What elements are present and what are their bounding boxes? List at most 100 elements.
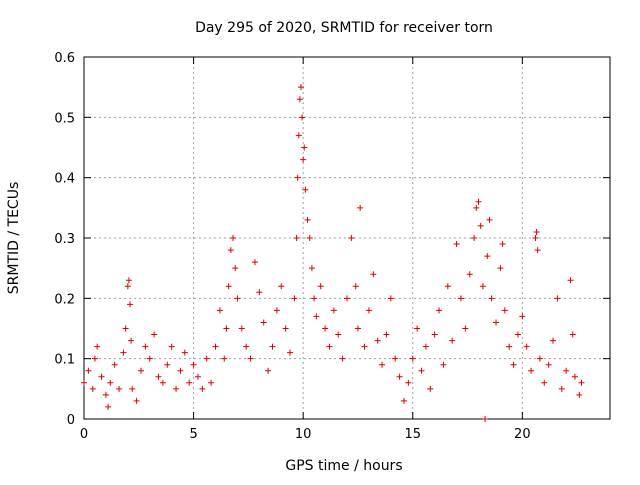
data-point bbox=[98, 373, 105, 380]
data-point bbox=[493, 319, 500, 326]
data-point bbox=[528, 367, 535, 374]
data-point bbox=[473, 204, 480, 211]
data-point bbox=[234, 295, 241, 302]
data-point bbox=[296, 96, 303, 103]
data-point bbox=[311, 295, 318, 302]
data-point bbox=[534, 247, 541, 254]
data-point bbox=[91, 355, 98, 362]
data-point bbox=[287, 349, 294, 356]
data-point bbox=[177, 367, 184, 374]
data-point bbox=[457, 295, 464, 302]
data-point bbox=[102, 391, 109, 398]
data-point bbox=[453, 241, 460, 248]
data-point bbox=[499, 241, 506, 248]
data-point bbox=[317, 283, 324, 290]
data-point bbox=[216, 307, 223, 314]
data-point bbox=[120, 349, 127, 356]
data-point bbox=[124, 283, 131, 290]
y-axis-ticks: 0 0.1 0.2 0.3 0.4 0.5 0.6 bbox=[54, 51, 610, 428]
data-point bbox=[486, 216, 493, 223]
data-point bbox=[506, 343, 513, 350]
data-point bbox=[155, 373, 162, 380]
data-point bbox=[89, 385, 96, 392]
data-point bbox=[370, 271, 377, 278]
data-point bbox=[107, 379, 114, 386]
x-tick-label: 15 bbox=[404, 427, 421, 442]
data-point bbox=[238, 325, 245, 332]
data-point bbox=[225, 283, 232, 290]
y-tick-label: 0 bbox=[67, 413, 75, 428]
data-point bbox=[348, 235, 355, 241]
x-axis-title: GPS time / hours bbox=[285, 458, 402, 474]
data-point bbox=[400, 397, 407, 404]
data-point bbox=[576, 391, 583, 398]
data-point bbox=[354, 325, 361, 332]
y-axis-title: SRMTID / TECUs bbox=[6, 182, 22, 295]
data-point bbox=[488, 295, 495, 302]
data-point bbox=[533, 228, 540, 235]
x-tick-label: 10 bbox=[295, 427, 312, 442]
data-point bbox=[541, 379, 548, 386]
data-point bbox=[475, 198, 482, 205]
data-point bbox=[122, 325, 129, 332]
data-point bbox=[199, 385, 206, 392]
data-point bbox=[300, 156, 307, 163]
data-point bbox=[567, 277, 574, 284]
data-point bbox=[127, 301, 134, 308]
data-point bbox=[466, 271, 473, 278]
plot-frame bbox=[83, 56, 611, 420]
data-point bbox=[294, 174, 301, 181]
data-point bbox=[361, 343, 368, 350]
y-tick-label: 0.5 bbox=[54, 111, 75, 126]
data-point bbox=[578, 379, 585, 386]
data-point bbox=[357, 204, 364, 211]
data-point bbox=[477, 222, 484, 229]
data-point bbox=[168, 343, 175, 350]
data-point bbox=[550, 337, 557, 344]
data-points bbox=[81, 84, 585, 422]
data-point bbox=[444, 283, 451, 290]
data-point bbox=[558, 385, 565, 392]
data-point bbox=[133, 397, 140, 404]
data-point bbox=[387, 295, 394, 302]
data-point bbox=[365, 307, 372, 314]
data-point bbox=[299, 114, 306, 121]
chart-title: Day 295 of 2020, SRMTID for receiver tor… bbox=[195, 20, 493, 36]
data-point bbox=[302, 186, 309, 193]
data-point bbox=[232, 265, 239, 272]
data-point bbox=[137, 367, 144, 374]
data-point bbox=[344, 295, 350, 302]
data-point bbox=[125, 277, 132, 284]
data-point bbox=[208, 379, 215, 386]
data-point bbox=[427, 385, 434, 392]
data-point bbox=[186, 379, 193, 386]
data-point bbox=[431, 331, 438, 338]
data-point bbox=[523, 343, 530, 350]
data-point bbox=[128, 337, 135, 344]
data-point bbox=[306, 235, 313, 241]
data-point bbox=[418, 367, 425, 374]
data-point bbox=[501, 307, 508, 314]
data-point bbox=[111, 361, 118, 368]
data-point bbox=[414, 325, 421, 332]
data-point bbox=[129, 385, 136, 392]
data-point bbox=[436, 307, 443, 314]
data-point bbox=[514, 331, 521, 338]
data-point bbox=[569, 331, 576, 338]
data-point bbox=[396, 373, 403, 380]
data-point bbox=[449, 337, 456, 344]
data-point bbox=[352, 283, 359, 290]
data-point bbox=[164, 361, 171, 368]
data-point bbox=[383, 331, 390, 338]
data-point bbox=[545, 361, 552, 368]
data-point bbox=[85, 367, 92, 374]
data-point bbox=[247, 355, 254, 362]
data-point bbox=[151, 331, 158, 338]
data-point bbox=[227, 247, 234, 254]
x-tick-label: 20 bbox=[514, 427, 531, 442]
data-point bbox=[297, 84, 304, 91]
y-tick-label: 0.2 bbox=[54, 292, 75, 307]
x-tick-label: 0 bbox=[80, 427, 88, 442]
data-point bbox=[273, 307, 280, 314]
